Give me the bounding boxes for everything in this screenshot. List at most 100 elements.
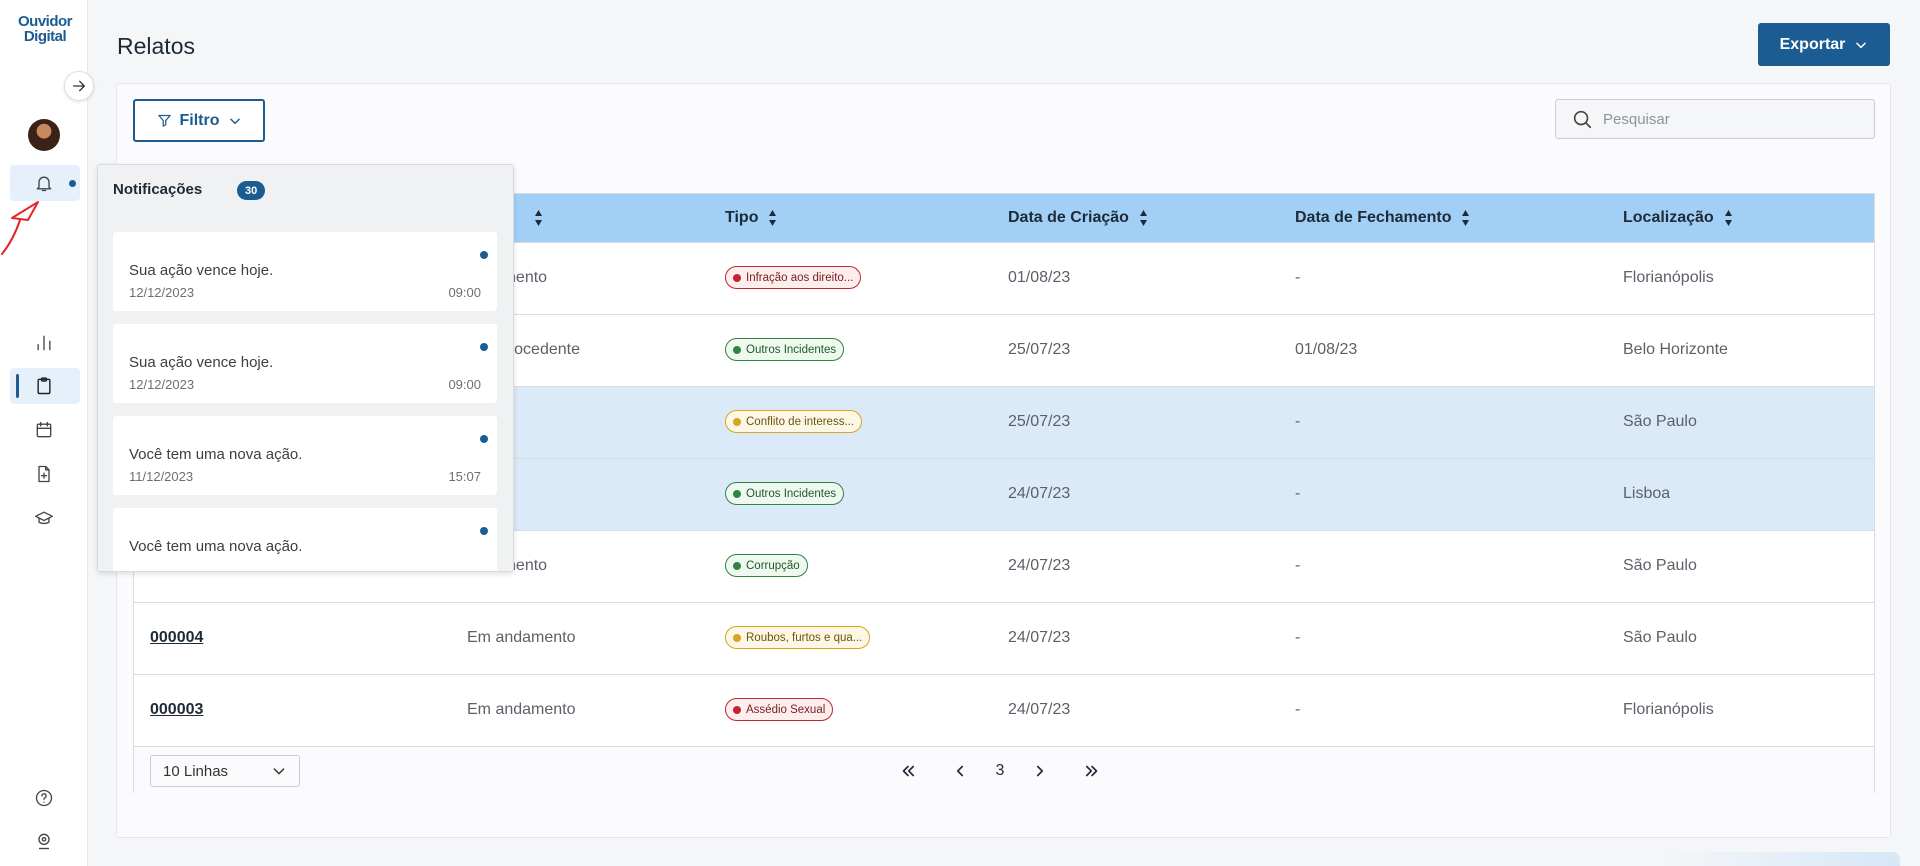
type-badge-label: Infração aos direito... — [746, 271, 854, 284]
notification-text: Você tem uma nova ação. — [129, 538, 303, 555]
status-dot — [733, 273, 741, 282]
chevron-down-icon — [229, 118, 240, 124]
location-cell: São Paulo — [1623, 629, 1697, 646]
type-badge: Roubos, furtos e qua... — [725, 626, 871, 649]
rows-per-page-select[interactable]: 10 Linhas — [150, 755, 300, 787]
status-dot — [733, 561, 741, 570]
notifications-panel: Notificações 30 Sua ação vence hoje. 12/1… — [97, 164, 514, 572]
notification-date: 11/12/2023 — [129, 469, 194, 484]
type-badge-label: Roubos, furtos e qua... — [746, 631, 863, 644]
status-cell: Em andamento — [467, 701, 576, 718]
column-header-label: Localização — [1623, 209, 1714, 226]
report-id-link[interactable]: 000004 — [150, 629, 204, 646]
notification-text: Sua ação vence hoje. — [129, 354, 274, 371]
column-header-closed[interactable]: Data de Fechamento — [1295, 209, 1470, 227]
notification-date: 12/12/2023 — [129, 377, 195, 392]
created-date-cell: 24/07/23 — [1008, 557, 1071, 574]
sort-icon — [1461, 209, 1470, 227]
bell-icon[interactable] — [28, 167, 60, 199]
type-badge: Assédio Sexual — [725, 698, 834, 721]
status-dot — [733, 705, 741, 714]
notifications-title: Notificações — [113, 181, 203, 198]
notification-date: 12/12/2023 — [129, 285, 195, 300]
status-dot — [733, 345, 741, 354]
annotation-arrow-icon — [1, 201, 39, 255]
table-row[interactable]: 000003 Em andamento Assédio Sexual 24/07/23… — [134, 674, 1874, 746]
arrow-right-icon — [73, 80, 85, 92]
status-dot — [733, 417, 741, 426]
notification-item[interactable]: Você tem uma nova ação. 11/12/2023 15:07 — [113, 416, 497, 495]
chevron-down-icon — [273, 768, 285, 775]
location-cell: Belo Horizonte — [1623, 341, 1728, 358]
collapse-sidebar-button[interactable] — [64, 71, 94, 101]
avatar[interactable] — [28, 119, 60, 151]
type-badge: Outros Incidentes — [725, 338, 845, 361]
file-plus-icon[interactable] — [28, 458, 60, 490]
type-badge-label: Outros Incidentes — [746, 343, 837, 356]
last-page-icon — [1085, 765, 1098, 777]
closed-date-cell: - — [1295, 485, 1301, 502]
prev-page-button[interactable] — [945, 758, 975, 784]
sort-icon — [768, 209, 777, 227]
graduation-cap-icon[interactable] — [28, 502, 60, 534]
calendar-icon[interactable] — [28, 414, 60, 446]
clipboard-icon[interactable] — [28, 370, 60, 402]
help-icon[interactable] — [28, 782, 60, 814]
column-header-label: Tipo — [725, 209, 759, 226]
rows-per-page-value: 10 Linhas — [163, 762, 229, 780]
notification-item[interactable]: Sua ação vence hoje. 12/12/2023 09:00 — [113, 324, 497, 403]
next-page-icon — [1036, 765, 1044, 777]
closed-date-cell: - — [1295, 269, 1301, 286]
created-date-cell: 25/07/23 — [1008, 341, 1071, 358]
created-date-cell: 24/07/23 — [1008, 701, 1071, 718]
column-header-tipo[interactable]: Tipo — [725, 209, 777, 227]
table-footer: 10 Linhas 3 — [134, 746, 1874, 794]
export-button[interactable]: Exportar — [1758, 23, 1890, 66]
closed-date-cell: - — [1295, 413, 1301, 430]
created-date-cell: 25/07/23 — [1008, 413, 1071, 430]
table-row[interactable]: 000004 Em andamento Roubos, furtos e qua..… — [134, 602, 1874, 674]
status-dot — [733, 633, 741, 642]
filter-icon — [157, 114, 171, 127]
type-badge-label: Corrupção — [746, 559, 800, 572]
closed-date-cell: - — [1295, 701, 1301, 718]
next-page-button[interactable] — [1025, 758, 1055, 784]
current-page[interactable]: 3 — [995, 762, 1005, 779]
type-badge: Infração aos direito... — [725, 266, 862, 289]
chart-icon[interactable] — [28, 327, 60, 359]
first-page-button[interactable] — [893, 758, 923, 784]
column-header-created[interactable]: Data de Criação — [1008, 209, 1148, 227]
type-badge-label: Assédio Sexual — [746, 703, 826, 716]
location-cell: Florianópolis — [1623, 269, 1714, 286]
prev-page-icon — [956, 765, 964, 777]
search-placeholder: Pesquisar — [1603, 110, 1670, 128]
unread-dot — [480, 435, 488, 443]
last-page-button[interactable] — [1077, 758, 1107, 784]
notification-time: 09:00 — [448, 285, 481, 300]
notification-item[interactable]: Sua ação vence hoje. 12/12/2023 09:00 — [113, 232, 497, 311]
column-header-status[interactable] — [524, 209, 543, 227]
app-logo[interactable]: Ouvidor Digital — [14, 14, 76, 44]
notification-time: 15:07 — [448, 469, 481, 484]
filter-button[interactable]: Filtro — [133, 99, 265, 142]
sidebar-item-notifications[interactable] — [10, 165, 80, 201]
scroll-shadow — [1660, 852, 1900, 866]
sort-icon — [1724, 209, 1733, 227]
type-badge: Corrupção — [725, 554, 808, 577]
column-header-label: Data de Fechamento — [1295, 209, 1452, 226]
page-title: Relatos — [117, 33, 195, 59]
logo-line2: Digital — [23, 28, 67, 45]
status-dot — [733, 489, 741, 498]
type-badge: Outros Incidentes — [725, 482, 845, 505]
column-header-location[interactable]: Localização — [1623, 209, 1733, 227]
type-badge-label: Outros Incidentes — [746, 487, 837, 500]
first-page-icon — [902, 765, 915, 777]
notification-time: 09:00 — [448, 377, 481, 392]
search-input[interactable]: Pesquisar — [1555, 99, 1875, 139]
location-pin-icon[interactable] — [28, 825, 60, 857]
report-id-link[interactable]: 000003 — [150, 701, 204, 718]
search-icon — [1573, 110, 1592, 129]
closed-date-cell: 01/08/23 — [1295, 341, 1358, 358]
sidebar-item-reports[interactable] — [10, 368, 80, 404]
notification-item[interactable]: Você tem uma nova ação. — [113, 508, 497, 571]
